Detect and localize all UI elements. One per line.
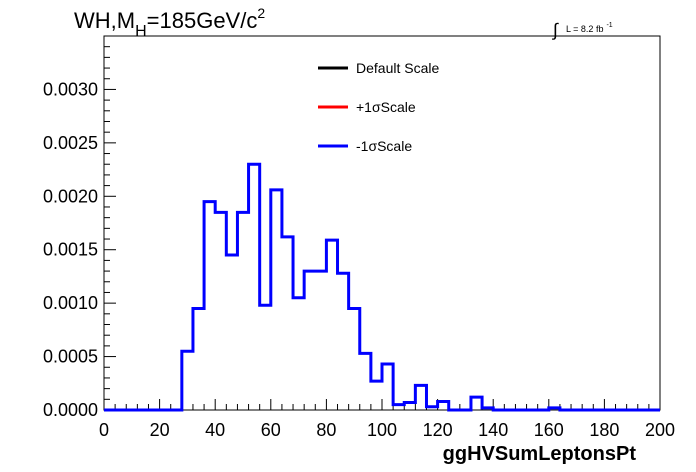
luminosity-label: L = 8.2 fb -1 bbox=[566, 22, 613, 34]
legend-entry: +1σScale bbox=[356, 99, 416, 115]
x-tick-label: 40 bbox=[205, 420, 225, 440]
x-tick-label: 180 bbox=[589, 420, 619, 440]
y-axis: 0.0000 0.0005 0.0010 0.0015 0.0020 0.0025 0.00… bbox=[43, 46, 116, 420]
y-tick-label: 0.0000 bbox=[43, 400, 98, 420]
x-tick-label: 100 bbox=[367, 420, 397, 440]
y-tick-label: 0.0025 bbox=[43, 133, 98, 153]
x-tick-label: 0 bbox=[99, 420, 109, 440]
x-tick-label: 20 bbox=[150, 420, 170, 440]
y-tick-label: 0.0030 bbox=[43, 79, 98, 99]
x-tick-label: 200 bbox=[645, 420, 675, 440]
x-tick-label: 160 bbox=[534, 420, 564, 440]
x-axis-label: ggHVSumLeptonsPt bbox=[443, 443, 637, 465]
y-tick-label: 0.0010 bbox=[43, 293, 98, 313]
x-tick-label: 80 bbox=[316, 420, 336, 440]
y-tick-label: 0.0020 bbox=[43, 186, 98, 206]
x-tick-label: 60 bbox=[261, 420, 281, 440]
y-tick-label: 0.0015 bbox=[43, 240, 98, 260]
y-tick-label: 0.0005 bbox=[43, 347, 98, 367]
plot-frame bbox=[103, 35, 661, 411]
legend: Default Scale +1σScale -1σScale bbox=[318, 60, 439, 154]
series-line-minus1sigma bbox=[104, 162, 660, 412]
x-axis: 0 20 40 60 80 100 120 140 160 180 200 bbox=[99, 399, 675, 440]
x-tick-label: 120 bbox=[423, 420, 453, 440]
integral-symbol: ∫ bbox=[551, 20, 559, 40]
legend-entry: -1σScale bbox=[356, 138, 412, 154]
x-tick-label: 140 bbox=[478, 420, 508, 440]
chart-title: WH,MH=185GeV/c2 bbox=[74, 5, 265, 40]
legend-entry: Default Scale bbox=[356, 60, 439, 76]
